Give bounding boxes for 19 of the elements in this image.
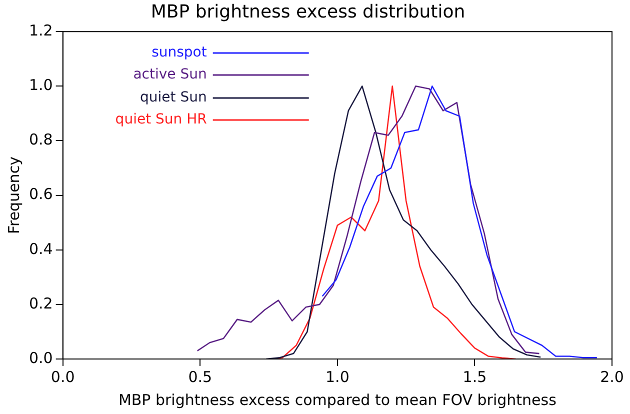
y-axis-title: Frequency [4,156,23,234]
x-tick-label: 1.5 [462,368,487,386]
text: quiet Sun HR [115,112,208,128]
x-tick-label: 2.0 [600,368,624,386]
y-tick-label: 0.2 [28,294,53,312]
x-axis-title: MBP brightness excess compared to mean FOV brightness [118,390,557,409]
text: active Sun [133,66,207,83]
chart-title: MBP brightness excess distribution [150,1,466,22]
text: sunspot [152,44,208,61]
y-tick-label: 1.0 [28,76,53,94]
x-tick-label: 1.0 [326,368,350,386]
x-tick-label: 0.0 [50,368,75,386]
y-tick-label: 1.2 [28,21,53,40]
y-tick-label: 0.0 [28,348,53,367]
x-tick-label: 0.5 [188,368,212,386]
y-tick-label: 0.8 [28,130,53,149]
y-tick-label: 0.6 [28,185,53,204]
y-tick-label: 0.4 [28,240,53,258]
text: quiet Sun [140,90,207,106]
